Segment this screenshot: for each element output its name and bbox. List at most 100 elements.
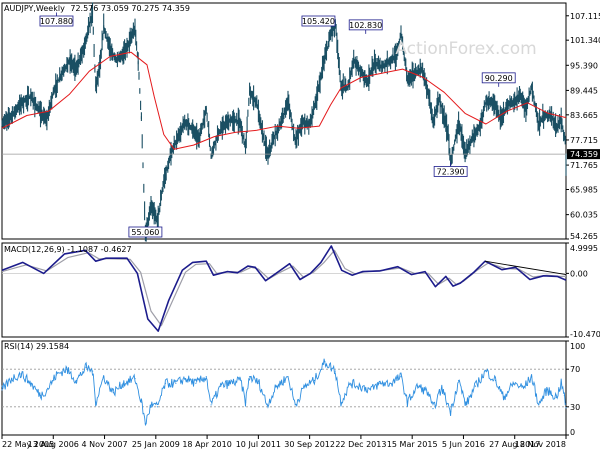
macd-line [1,245,567,332]
macd-y-tick-label: 4.9995 [570,244,598,253]
price-callout: 55.060 [128,226,163,238]
rsi-point [266,404,268,406]
chart-series: 107.880 55.060 105.420 102.830 72.390 90.290 [1,2,600,427]
rsi-point [164,382,167,384]
price-y-tick-label: 60.035 [570,211,598,220]
x-tick-label: 13 Aug 2006 [28,440,79,449]
rsi-point [389,382,392,384]
rsi-point [46,389,48,391]
rsi-point [555,396,557,398]
rsi-panel-title: RSI(14) 29.1584 [4,342,69,351]
rsi-point [502,396,505,398]
instrument-label: AUDJPY,Weekly [4,4,65,13]
price-callout: 72.390 [433,162,468,177]
macd-y-tick-label: 0.00 [570,269,588,278]
rsi-point [229,382,231,384]
rsi-line [1,358,567,427]
rsi-point [324,361,326,363]
rsi-point [65,368,67,370]
rsi-point [474,385,477,387]
rsi-y-tick-label: 0 [570,428,575,437]
current-price-label: 74.359 [570,150,598,159]
rsi-point [210,404,212,406]
rsi-point [465,404,467,406]
rsi-point [513,382,515,384]
rsi-point [112,392,114,394]
rsi-point [313,379,316,382]
callout-box [39,15,74,27]
rsi-point [417,385,419,387]
rsi-point [258,382,260,384]
price-y-tick-label: 71.765 [570,161,598,170]
macd-panel-title: MACD(12,26,9) -1.1087 -0.4627 [4,245,132,254]
rsi-point [427,392,429,394]
callout-box [481,72,516,84]
x-tick-label: 27 Aug 2017 [489,440,540,449]
moving-average-line [1,51,567,150]
x-tick-label: 25 Jan 2009 [132,440,180,449]
rsi-point [122,382,124,384]
price-y-tick-label: 107.115 [570,12,600,21]
rsi-point [248,376,251,378]
rsi-point [276,385,278,387]
callout-box [348,19,383,31]
rsi-point [349,382,352,384]
rsi-point [220,385,222,387]
price-callout: 90.290 [481,72,516,87]
x-tick-label: 22 Dec 2013 [335,440,386,449]
rsi-point [20,373,22,375]
rsi-point [432,408,434,410]
rsi-point [485,370,487,372]
macd-trendline [485,260,567,276]
rsi-point [304,385,306,387]
rsi-point [85,366,87,368]
rsi-point [560,382,562,384]
rsi-point [334,370,336,372]
rsi-point [1,389,3,391]
rsi-point [175,382,177,384]
callout-box [433,166,468,177]
callout-box [301,15,336,27]
price-callout: 102.830 [348,19,383,34]
chart-frames [1,2,569,439]
rsi-point [294,404,296,406]
callout-label: 72.390 [437,167,465,176]
price-y-tick-label: 95.390 [570,61,598,70]
rsi-point [134,378,136,380]
rsi-point [340,401,342,403]
price-panel-title: AUDJPY,Weekly 72.576 73.059 70.275 74.35… [4,4,190,13]
x-tick-label: 4 Nov 2007 [81,440,127,449]
rsi-y-tick-label: 100 [570,342,585,351]
rsi-y-tick-label: 70 [570,365,580,374]
rsi-point [406,401,408,403]
rsi-panel-frame [1,340,567,436]
rsi-point [55,374,58,376]
x-tick-label: 15 Mar 2015 [387,440,438,449]
rsi-point [450,410,452,413]
rsi-point [369,389,372,391]
x-tick-label: 30 Sep 2012 [284,440,335,449]
callout-label: 55.060 [131,228,159,237]
rsi-point [379,382,381,384]
rsi-point [144,423,147,425]
rsi-point [458,379,460,382]
watermark: ActionForex.com [395,39,536,59]
price-callout: 107.880 [39,12,74,27]
price-y-tick-label: 54.265 [570,232,598,241]
callout-label: 105.420 [302,17,335,26]
x-tick-label: 5 Jun 2016 [442,440,485,449]
x-tick-label: 10 Jul 2011 [236,440,281,449]
rsi-point [565,407,567,409]
rsi-point [140,401,142,403]
rsi-point [563,394,565,397]
rsi-point [95,401,97,403]
rsi-point [400,376,402,378]
rsi-point [359,385,361,387]
macd-y-tick-label: -10.4702 [570,330,600,339]
price-y-tick-label: 77.715 [570,136,598,145]
rsi-point [103,376,105,378]
rsi-point [184,378,187,380]
x-tick-label: 22 May 2005 [2,440,54,449]
price-bars [1,2,567,242]
